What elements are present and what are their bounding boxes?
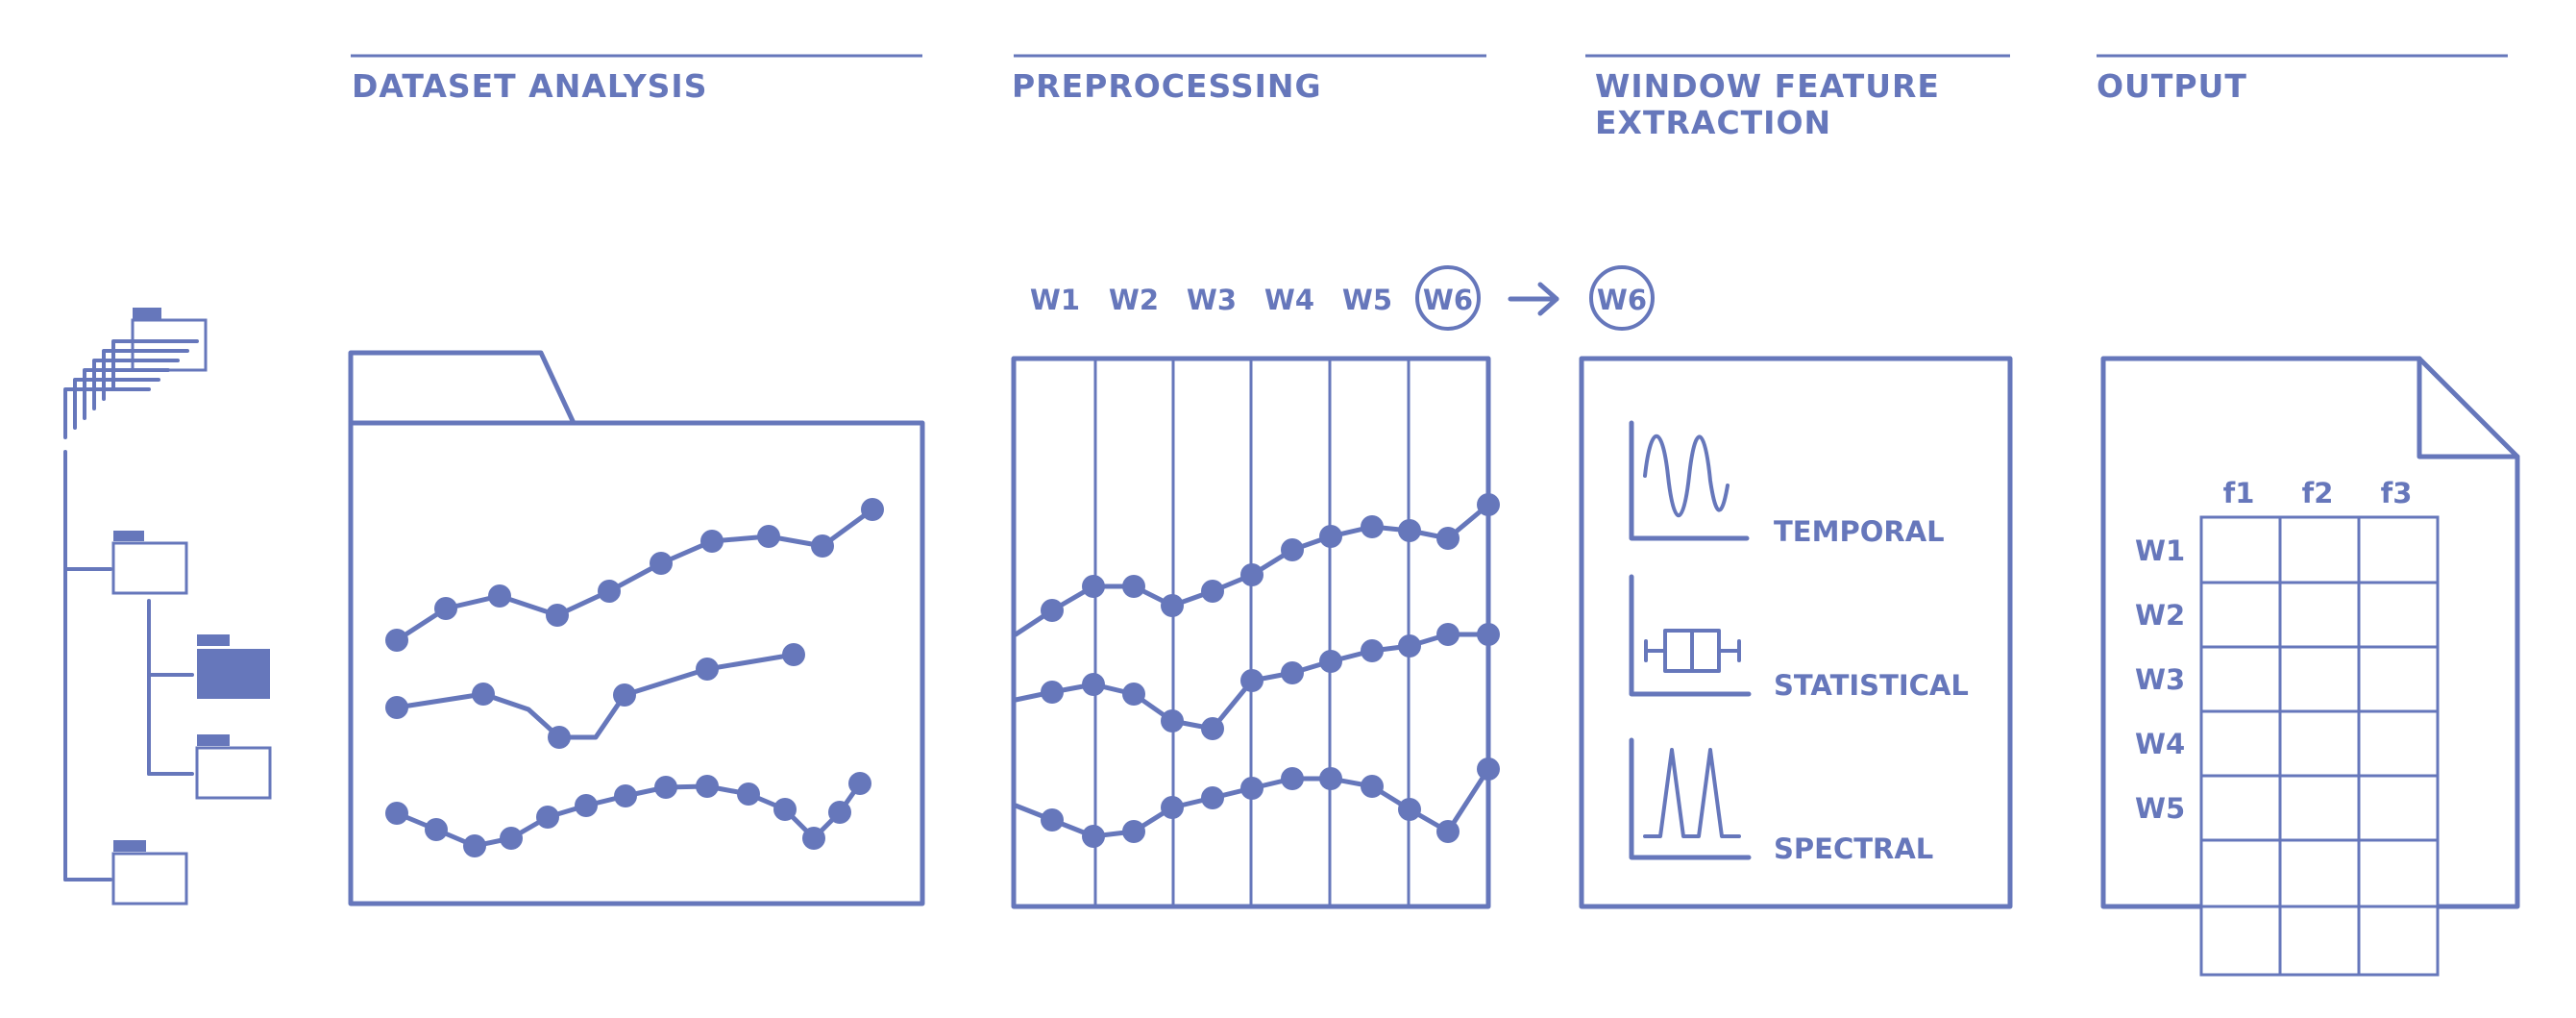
- folder-icon: [348, 350, 925, 906]
- table-column-header: f3: [2381, 477, 2413, 509]
- stage-title-dataset-analysis: DATASET ANALYSIS: [352, 67, 707, 105]
- feature-extraction-panel: TEMPORAL STATISTICAL SPECTRAL: [1579, 356, 2013, 909]
- table-row-header: W2: [2135, 599, 2185, 632]
- window-label-2: W2: [1109, 284, 1159, 316]
- dataset-series: [385, 498, 884, 857]
- waveform-icon: [1629, 420, 1750, 541]
- stage-title-output: OUTPUT: [2097, 67, 2247, 105]
- table-row-header: W5: [2135, 792, 2185, 825]
- window-label-5: W5: [1342, 284, 1392, 316]
- table-row-header: W1: [2135, 534, 2185, 567]
- feature-statistical-label: STATISTICAL: [1774, 669, 1969, 702]
- preprocessing-panel: [1011, 356, 1500, 909]
- spectrum-icon: [1629, 737, 1752, 860]
- window-label-1: W1: [1030, 284, 1080, 316]
- window-label-4: W4: [1264, 284, 1314, 316]
- window-label-6: W6: [1423, 284, 1473, 316]
- selected-window-label: W6: [1597, 284, 1647, 316]
- stage-title-window-feature-2: EXTRACTION: [1595, 104, 1831, 141]
- document-icon: [2100, 356, 2520, 909]
- output-table: f1 f2 f3 W1 W2 W3 W4 W5: [2135, 477, 2440, 977]
- stage-title-window-feature-1: WINDOW FEATURE: [1595, 67, 1940, 105]
- feature-temporal-label: TEMPORAL: [1774, 515, 1945, 548]
- folder-tree-icon: [63, 308, 272, 906]
- boxplot-icon: [1629, 574, 1752, 697]
- window-label-3: W3: [1187, 284, 1237, 316]
- table-row-header: W4: [2135, 728, 2185, 760]
- feature-spectral-label: SPECTRAL: [1774, 832, 1933, 865]
- table-row-header: W3: [2135, 663, 2185, 696]
- table-column-header: f2: [2302, 477, 2334, 509]
- stage-title-preprocessing: PREPROCESSING: [1012, 67, 1322, 105]
- table-column-header: f1: [2223, 477, 2255, 509]
- arrow-right-icon: [1508, 282, 1559, 316]
